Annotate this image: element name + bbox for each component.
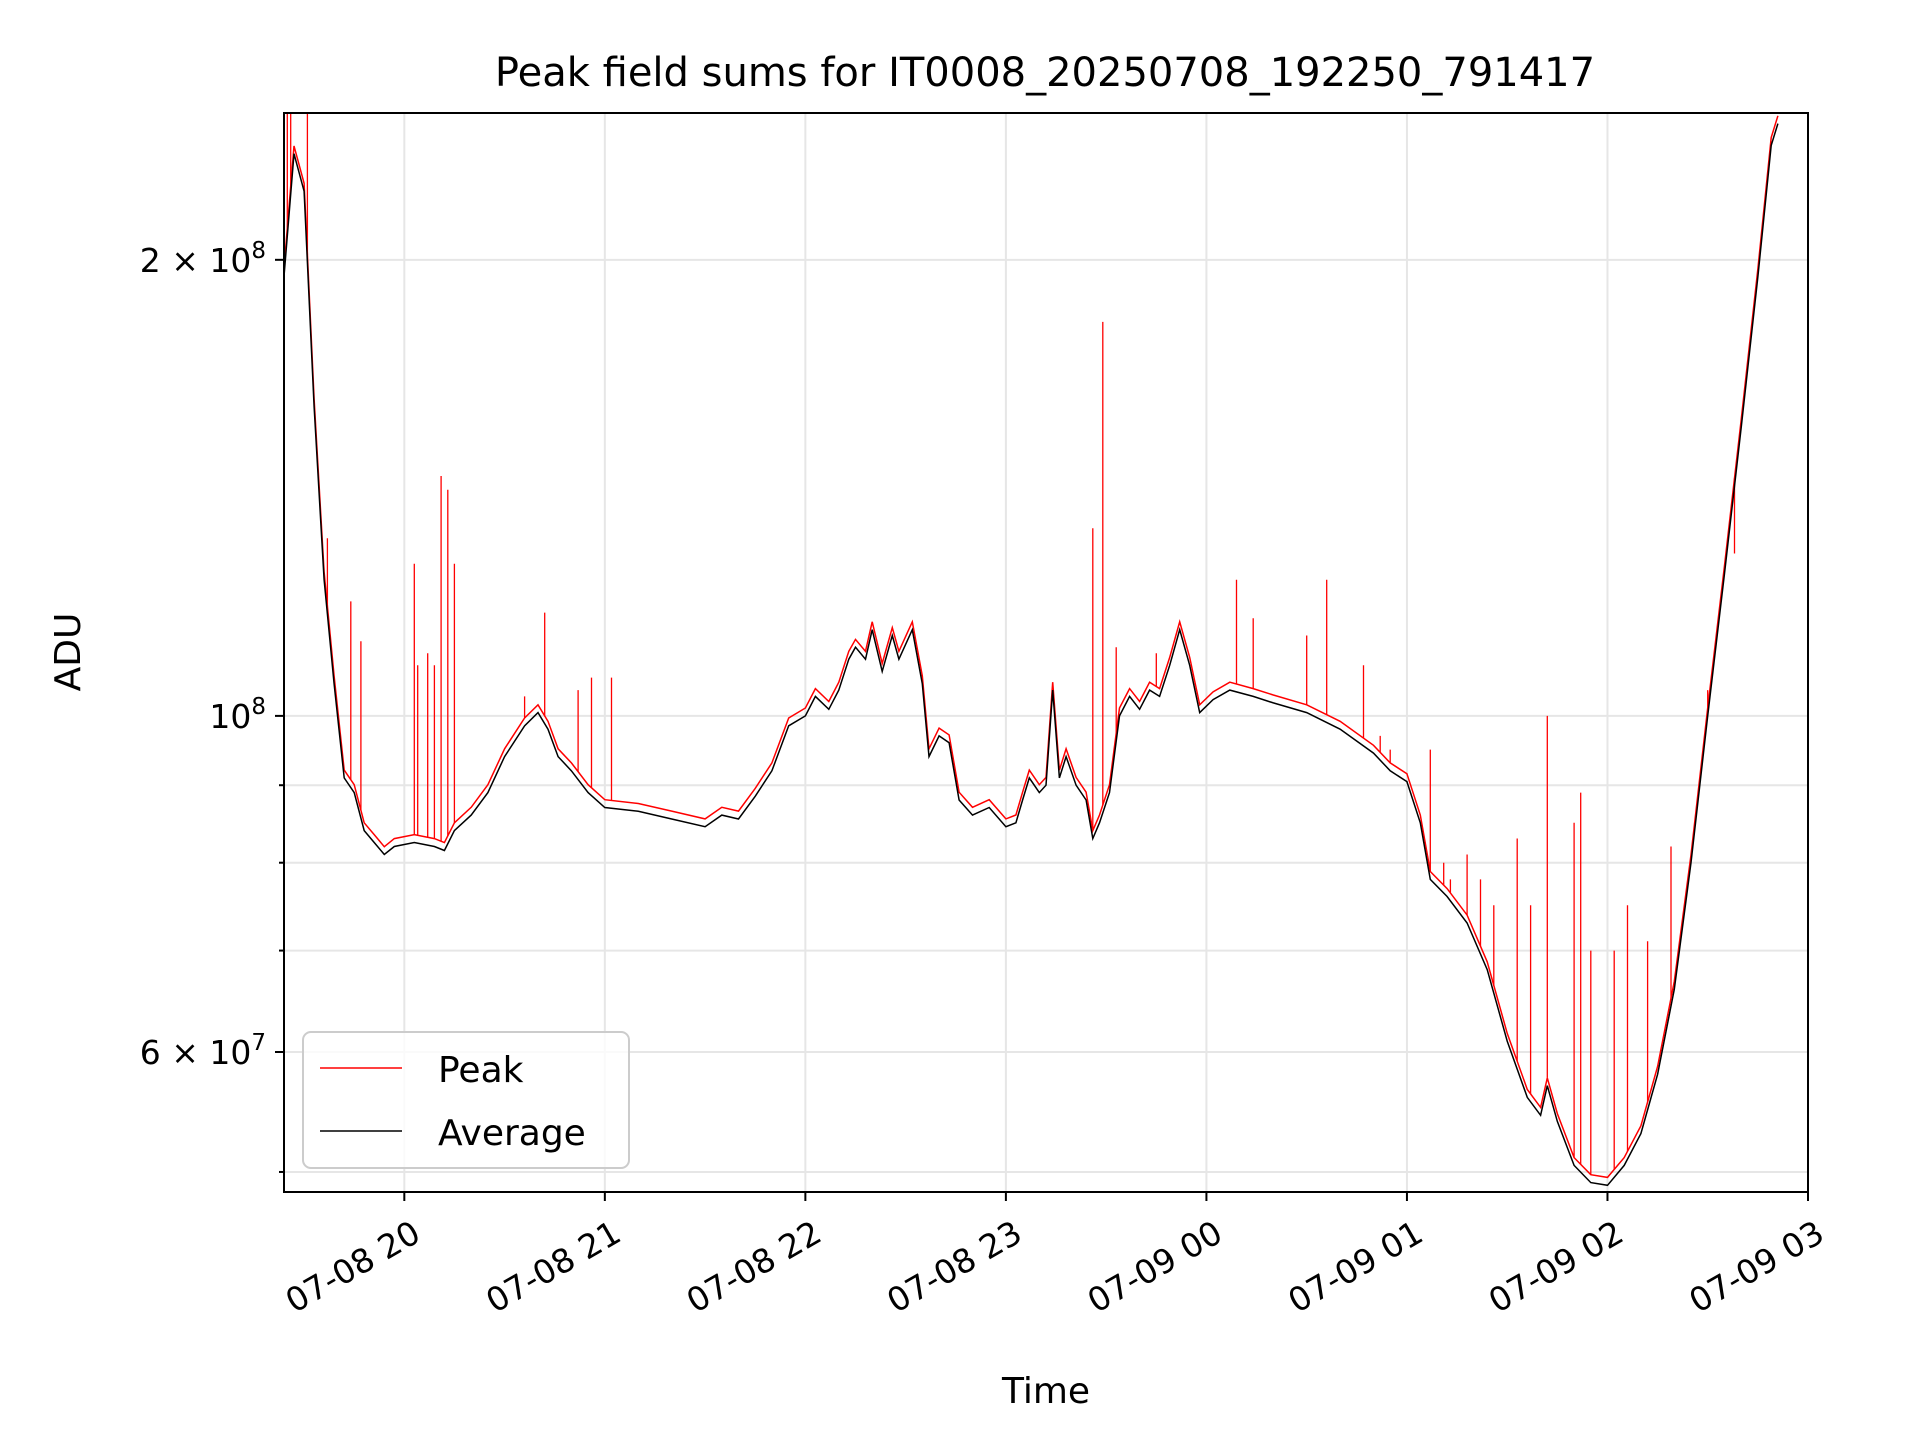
peak-series-line <box>284 115 1779 1179</box>
y-tick-base: 10 <box>209 697 251 736</box>
y-tick-label: 6 × 107 <box>140 1030 266 1072</box>
chart-title: Peak field sums for IT0008_20250708_1922… <box>495 50 1595 96</box>
y-tick-label: 108 <box>209 694 266 736</box>
x-axis-label: Time <box>1001 1371 1090 1412</box>
y-axis-label: ADU <box>48 613 89 692</box>
y-tick-exponent: 8 <box>251 238 266 264</box>
legend-label-average: Average <box>438 1113 586 1154</box>
peak-series-spikes <box>286 113 1736 1175</box>
y-tick-label: 2 × 108 <box>140 238 266 280</box>
y-tick-base: 6 × 10 <box>140 1033 252 1072</box>
legend-label-peak: Peak <box>438 1050 524 1091</box>
y-tick-exponent: 7 <box>251 1030 266 1056</box>
average-series-line <box>284 123 1779 1187</box>
legend-box <box>302 1031 630 1169</box>
plot-frame <box>283 112 1809 1193</box>
y-tick-exponent: 8 <box>251 694 266 720</box>
series-layer <box>284 113 1779 1187</box>
legend: Peak Average <box>302 1031 630 1169</box>
y-tick-base: 2 × 10 <box>140 241 252 280</box>
